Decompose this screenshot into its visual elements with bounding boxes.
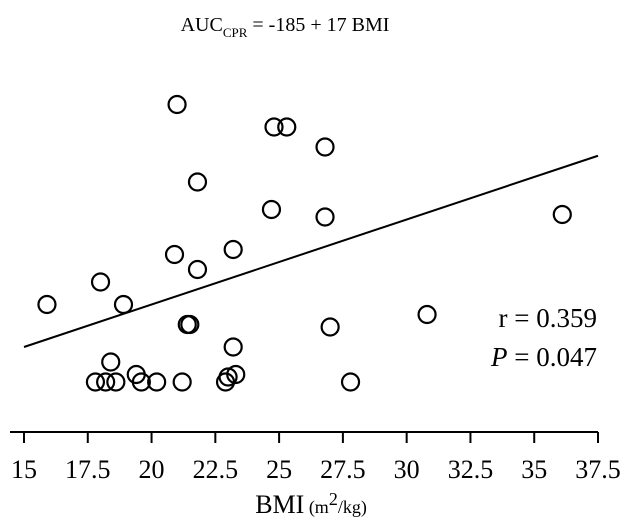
x-tick-label: 22.5 [193,455,239,484]
data-point [277,117,297,137]
data-point [131,372,151,392]
p-annotation: P = 0.047 [490,342,597,372]
data-point [552,204,572,225]
data-point [85,372,106,392]
data-point [101,352,121,372]
x-tick-label: 37.5 [575,455,621,484]
x-tick-label: 25 [266,455,292,484]
x-tick-label: 20 [139,455,165,484]
title-subscript: CPR [223,25,248,40]
chart-title: AUCCPR = -185 + 17 BMI [181,14,390,40]
p-rest: = 0.047 [508,342,597,372]
data-point [96,372,116,392]
xlabel-unit-prefix: (m [304,497,329,518]
data-point [315,137,335,157]
data-point [113,294,134,315]
data-point [264,117,284,137]
x-ticks: 15 17.5 20 22.5 25 27.5 30 32.5 35 37.5 [11,432,621,484]
x-tick-label: 35 [521,455,547,484]
x-tick-label: 30 [394,455,420,484]
x-tick-label: 32.5 [448,455,494,484]
xlabel-main: BMI [255,490,304,519]
x-tick-label: 15 [11,455,37,484]
data-point [172,372,192,392]
title-rest: = -185 + 17 BMI [247,14,389,36]
data-point [147,372,167,392]
xlabel-unit-suffix: /kg) [338,497,367,518]
data-points [37,94,572,392]
data-point [320,317,340,337]
x-axis-label: BMI (m2/kg) [255,489,367,519]
r-annotation: r = 0.359 [499,303,597,333]
p-italic: P [490,342,508,372]
data-point [315,207,335,227]
data-point [187,259,208,280]
data-point [223,239,243,260]
title-prefix: AUC [181,14,223,36]
data-point [180,314,200,335]
data-point [340,372,361,392]
data-point [167,94,187,115]
data-point [417,304,437,325]
x-tick-label: 27.5 [320,455,366,484]
data-point [223,337,243,357]
data-point [187,172,208,192]
data-point [106,372,126,392]
xlabel-unit-sup: 2 [329,489,338,509]
data-point [215,372,236,392]
regression-line [23,154,599,348]
x-tick-label: 17.5 [65,455,111,484]
data-point [261,199,282,220]
data-point [90,272,111,292]
data-point [37,294,57,315]
data-point [164,244,185,265]
